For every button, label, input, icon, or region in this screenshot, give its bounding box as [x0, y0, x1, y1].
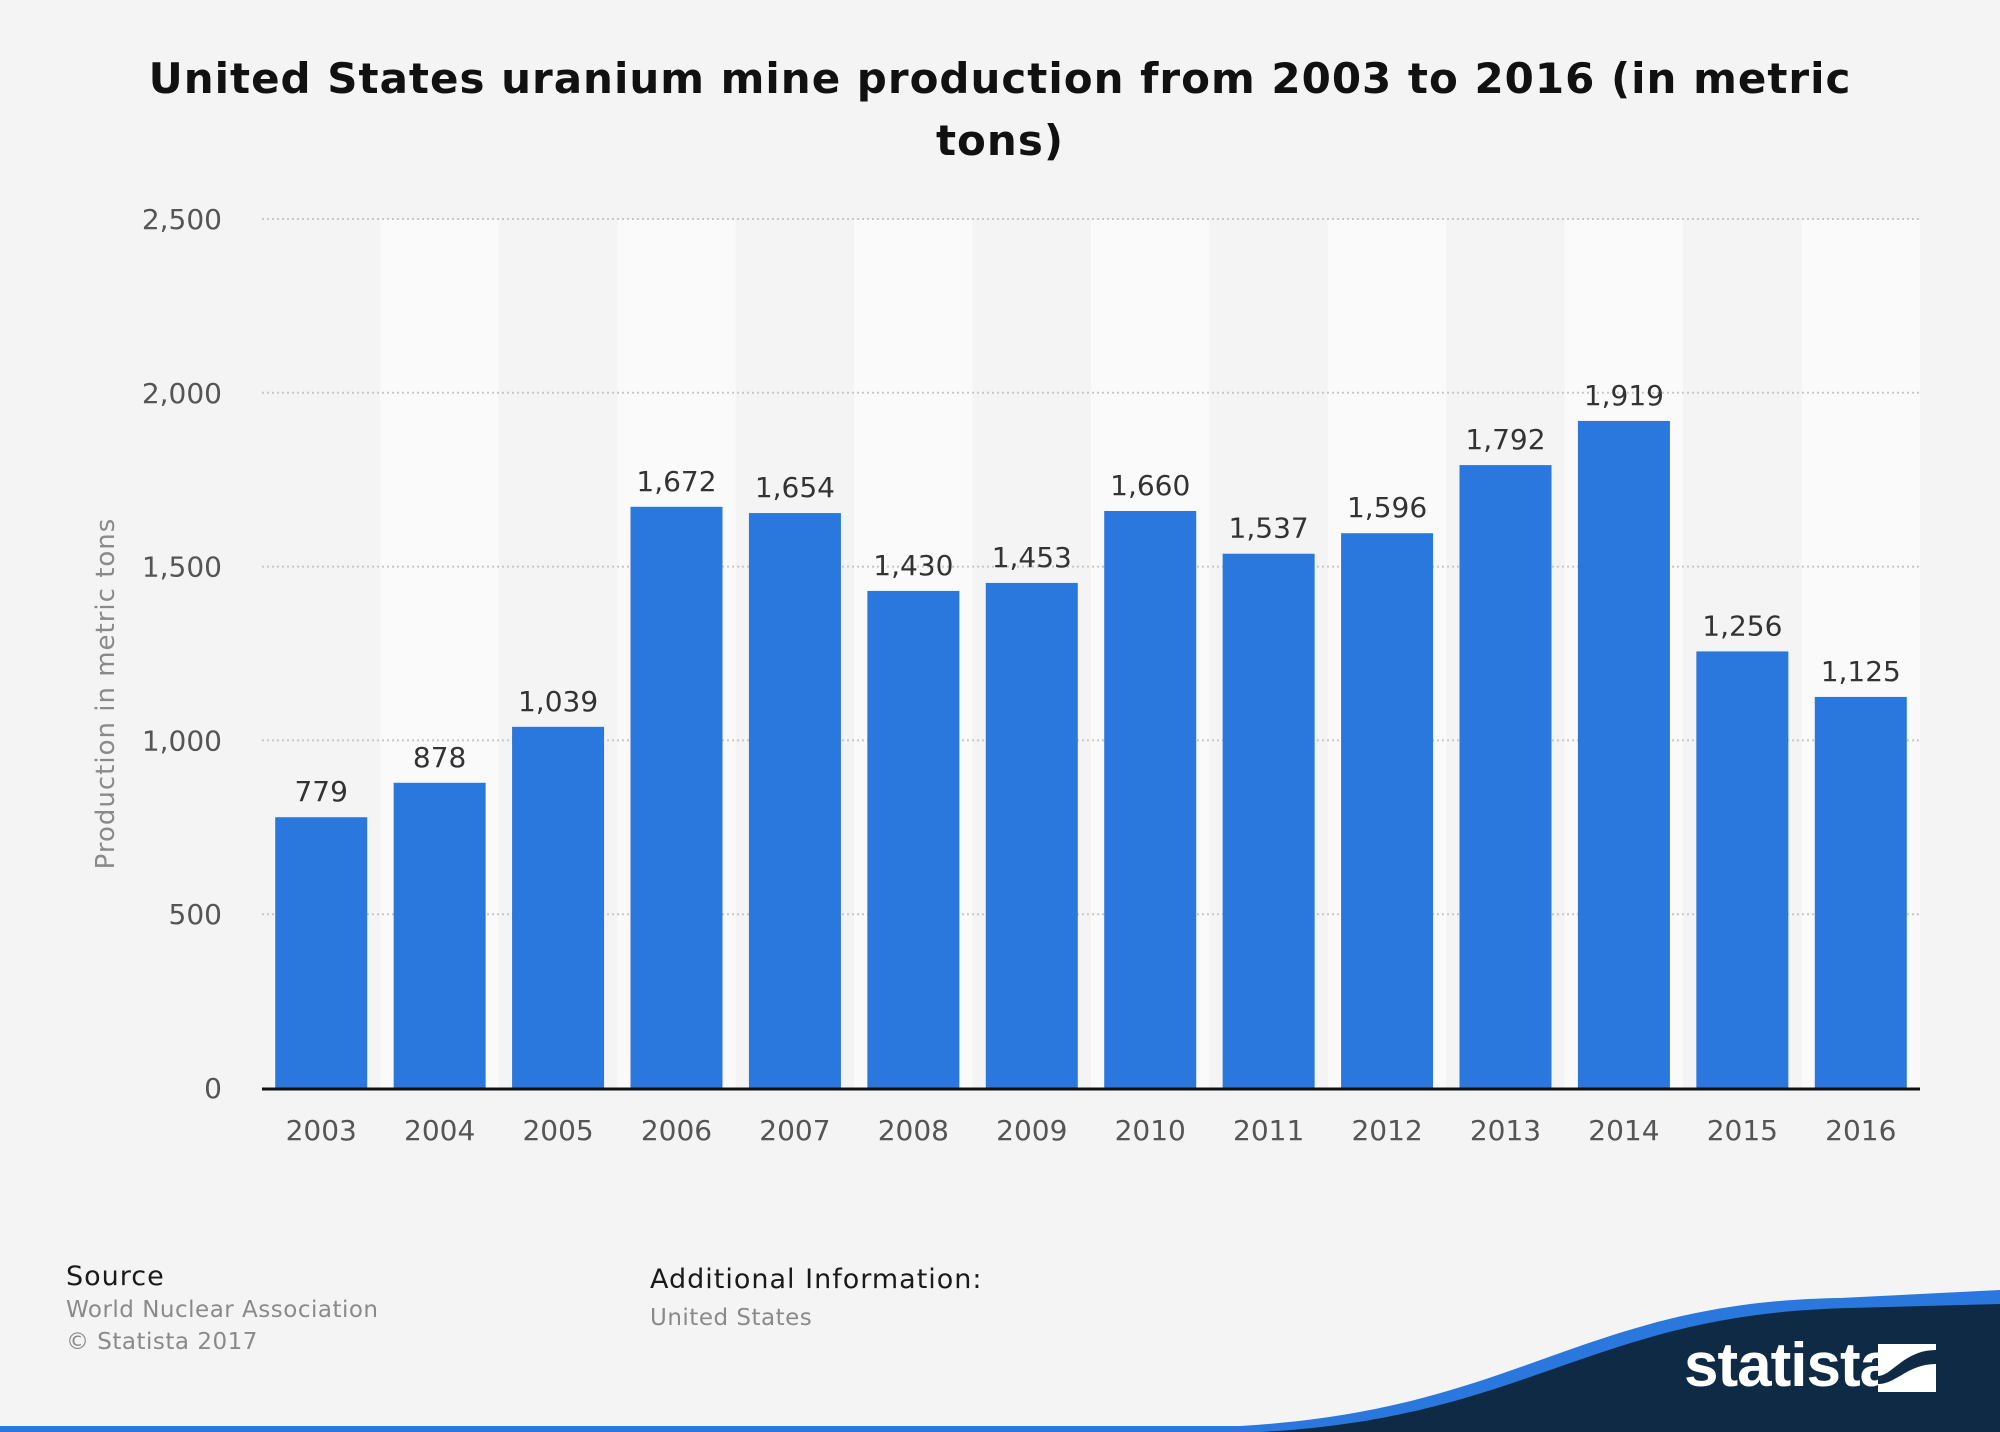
value-label: 1,672: [636, 465, 716, 498]
value-label: 1,654: [755, 471, 835, 504]
value-label: 1,453: [992, 541, 1072, 574]
x-tick-label: 2008: [878, 1114, 949, 1147]
bar[interactable]: [1577, 420, 1670, 1089]
value-label: 1,256: [1702, 609, 1782, 642]
value-label: 878: [413, 741, 466, 774]
x-tick-label: 2014: [1588, 1114, 1659, 1147]
value-label: 1,125: [1821, 655, 1901, 688]
source-heading: Source: [66, 1261, 165, 1292]
footer-wave-dark: [1260, 1304, 2000, 1432]
y-axis-label: Production in metric tons: [91, 518, 121, 870]
footer-wave: [0, 1290, 2000, 1432]
bar[interactable]: [512, 726, 605, 1088]
value-label: 1,039: [518, 685, 598, 718]
value-label: 1,596: [1347, 491, 1427, 524]
value-label: 1,792: [1465, 423, 1545, 456]
x-tick-label: 2007: [759, 1114, 830, 1147]
source-link[interactable]: World Nuclear Association: [66, 1297, 379, 1323]
value-label: 1,537: [1229, 512, 1309, 545]
x-tick-label: 2006: [641, 1114, 712, 1147]
x-tick-label: 2005: [522, 1114, 593, 1147]
bar[interactable]: [630, 506, 723, 1088]
bars: [275, 420, 1907, 1089]
y-tick-label: 500: [169, 898, 222, 931]
x-tick-label: 2016: [1825, 1114, 1896, 1147]
x-tick-label: 2010: [1115, 1114, 1186, 1147]
x-tick-label: 2009: [996, 1114, 1067, 1147]
bar[interactable]: [985, 582, 1078, 1088]
value-label: 779: [294, 775, 347, 808]
bar[interactable]: [1104, 510, 1197, 1088]
bar[interactable]: [1341, 533, 1434, 1088]
bar[interactable]: [748, 513, 841, 1088]
chart-title: United States uranium mine production fr…: [148, 54, 1852, 165]
y-tick-label: 2,500: [142, 203, 222, 236]
bar[interactable]: [275, 817, 368, 1088]
additional-info-heading: Additional Information:: [650, 1264, 983, 1295]
x-tick-label: 2015: [1707, 1114, 1778, 1147]
x-tick-label: 2003: [286, 1114, 357, 1147]
y-tick-label: 0: [204, 1072, 222, 1105]
value-label: 1,430: [873, 549, 953, 582]
bar[interactable]: [1459, 465, 1552, 1088]
bar[interactable]: [1696, 651, 1789, 1088]
copyright-text: © Statista 2017: [66, 1329, 258, 1355]
x-tick-label: 2013: [1470, 1114, 1541, 1147]
bar-chart: 0 500 1,000 1,500 2,000 2,500 779 878 1,039 1,67…: [91, 203, 1920, 1147]
x-tick-label: 2004: [404, 1114, 475, 1147]
value-label: 1,660: [1110, 469, 1190, 502]
y-tick-label: 1,500: [142, 551, 222, 584]
bar[interactable]: [1222, 553, 1315, 1088]
value-labels: 779 878 1,039 1,672 1,654 1,430 1,453 1,660 1,53…: [294, 379, 1900, 808]
bar[interactable]: [393, 782, 486, 1088]
bar[interactable]: [867, 590, 960, 1088]
bar[interactable]: [1814, 696, 1907, 1088]
value-label: 1,919: [1584, 379, 1664, 412]
x-tick-label: 2011: [1233, 1114, 1304, 1147]
x-tick-labels: 2003 2004 2005 2006 2007 2008 2009 2010 2011 2012…: [286, 1114, 1897, 1147]
y-tick-label: 2,000: [142, 377, 222, 410]
statista-logo[interactable]: statista: [1684, 1331, 1894, 1400]
statista-logo-icon: [1878, 1344, 1936, 1392]
x-tick-label: 2012: [1351, 1114, 1422, 1147]
y-tick-label: 1,000: [142, 724, 222, 757]
additional-info-text: United States: [650, 1305, 813, 1331]
y-tick-labels: 0 500 1,000 1,500 2,000 2,500: [142, 203, 222, 1105]
